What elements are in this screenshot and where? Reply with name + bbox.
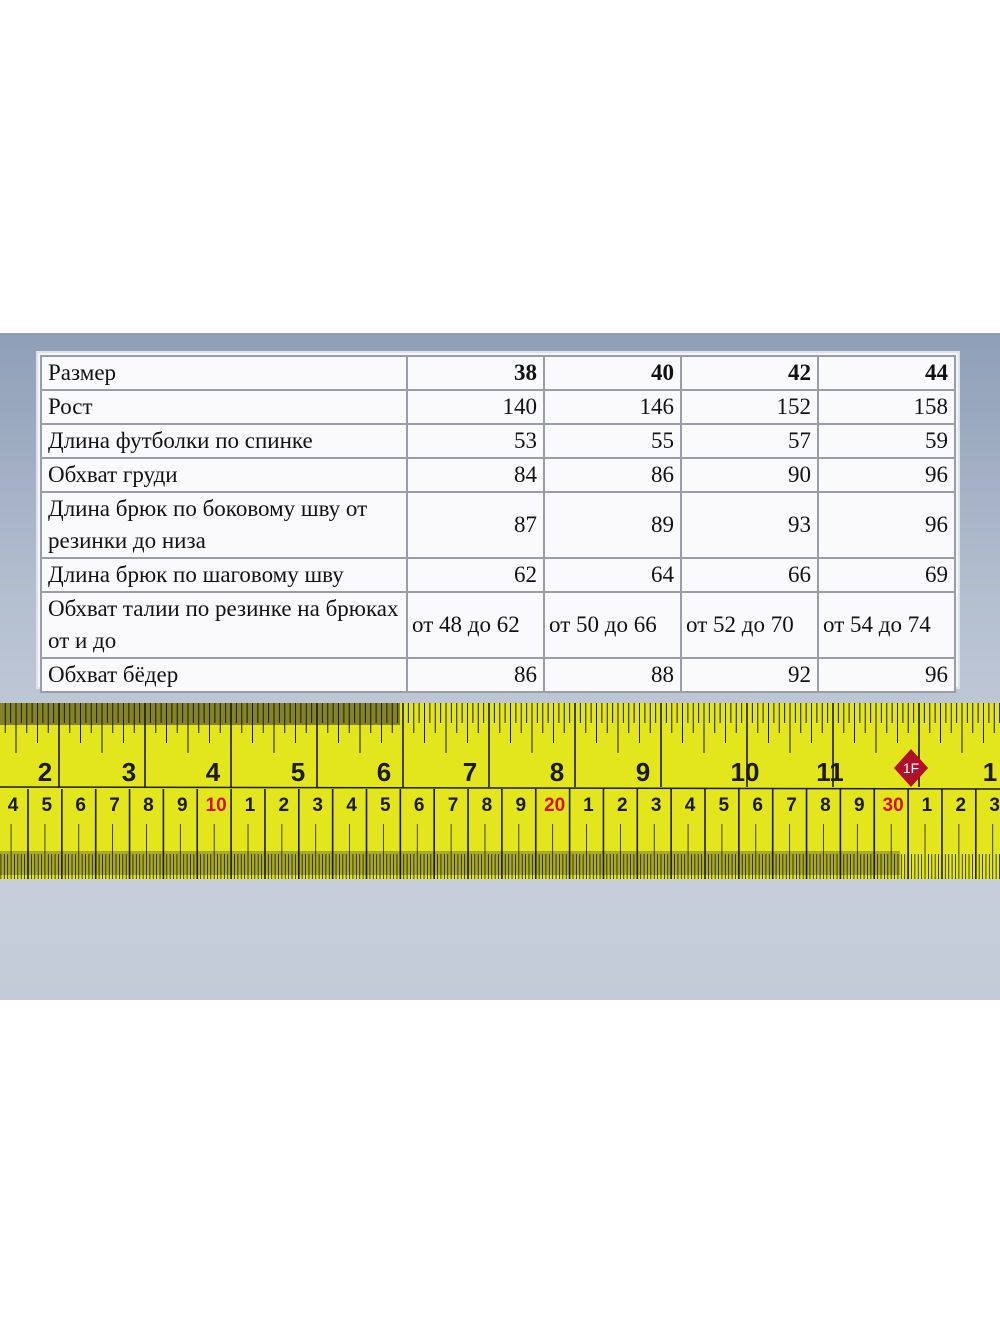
row-label: Длина футболки по спинке (40, 423, 408, 459)
cm-label: 9 (854, 795, 865, 816)
cm-label: 9 (177, 795, 188, 816)
cm-label: 1 (922, 795, 933, 816)
inch-label: 10 (731, 757, 760, 787)
inch-label: 2 (38, 757, 52, 787)
cm-label: 5 (42, 795, 53, 816)
row-label: Обхват груди (40, 457, 408, 493)
cm-label: 30 (883, 795, 904, 816)
foot-marker-label: 1F (903, 760, 919, 776)
table-row: Длина брюк по шаговому шву 62 64 66 69 (40, 557, 956, 593)
table-row: Длина брюк по боковому шву от резинки до… (40, 491, 956, 559)
cm-label: 3 (989, 795, 1000, 816)
row-value: от 50 до 66 (543, 591, 682, 659)
row-value: 96 (817, 457, 956, 493)
cm-label: 8 (820, 795, 831, 816)
cm-label: 10 (206, 795, 227, 816)
row-value: 158 (817, 389, 956, 425)
cm-label: 1 (245, 795, 256, 816)
inch-label: 5 (291, 757, 305, 787)
table-row: Рост 140 146 152 158 (40, 389, 956, 425)
cm-label: 3 (651, 795, 662, 816)
row-value: 59 (817, 423, 956, 459)
row-value: 62 (406, 557, 545, 593)
row-value: 55 (543, 423, 682, 459)
row-value: 146 (543, 389, 682, 425)
cm-label: 8 (482, 795, 493, 816)
row-value: 86 (543, 457, 682, 493)
table-row: Обхват талии по резинке на брюках от и д… (40, 591, 956, 659)
cm-label: 4 (685, 795, 696, 816)
inch-label: 11 (816, 757, 844, 787)
row-value: 64 (543, 557, 682, 593)
tape-divider (0, 786, 1000, 790)
foot-marker-icon (894, 749, 928, 787)
row-value: 69 (817, 557, 956, 593)
row-value: от 48 до 62 (406, 591, 545, 659)
size-header: 44 (817, 355, 956, 391)
inch-label: 7 (463, 757, 477, 787)
cm-label: 7 (448, 795, 459, 816)
table-header-row: Размер 38 40 42 44 (40, 355, 956, 391)
row-value: 93 (680, 491, 819, 559)
inch-label: 8 (550, 757, 564, 787)
cm-label: 6 (752, 795, 763, 816)
cm-label: 8 (143, 795, 154, 816)
cm-label: 2 (956, 795, 967, 816)
row-value: 84 (406, 457, 545, 493)
row-label: Длина брюк по боковому шву от резинки до… (40, 491, 408, 559)
cm-label: 6 (414, 795, 425, 816)
inch-label: 3 (122, 757, 136, 787)
row-value: 86 (406, 657, 545, 693)
row-value: от 52 до 70 (680, 591, 819, 659)
row-value: 88 (543, 657, 682, 693)
cm-label: 4 (346, 795, 357, 816)
inch-label: 9 (636, 757, 650, 787)
row-value: 66 (680, 557, 819, 593)
cm-label: 3 (312, 795, 323, 816)
row-value: 92 (680, 657, 819, 693)
row-value: 53 (406, 423, 545, 459)
row-label: Длина брюк по шаговому шву (40, 557, 408, 593)
row-value: 90 (680, 457, 819, 493)
row-value: от 54 до 74 (817, 591, 956, 659)
table-row: Обхват бёдер 86 88 92 96 (40, 657, 956, 693)
cm-label: 7 (109, 795, 120, 816)
cm-label: 5 (380, 795, 391, 816)
cm-label: 7 (786, 795, 797, 816)
cm-label: 9 (515, 795, 526, 816)
table-row: Обхват груди 84 86 90 96 (40, 457, 956, 493)
row-value: 96 (817, 657, 956, 693)
header-label: Размер (40, 355, 408, 391)
size-header: 40 (543, 355, 682, 391)
cm-label: 4 (8, 795, 19, 816)
row-value: 87 (406, 491, 545, 559)
row-value: 140 (406, 389, 545, 425)
inch-label: 4 (206, 757, 221, 787)
row-label: Рост (40, 389, 408, 425)
row-label: Обхват талии по резинке на брюках от и д… (40, 591, 408, 659)
row-value: 89 (543, 491, 682, 559)
table-row: Длина футболки по спинке 53 55 57 59 (40, 423, 956, 459)
row-value: 152 (680, 389, 819, 425)
cm-label: 1 (583, 795, 594, 816)
row-value: 96 (817, 491, 956, 559)
inch-label: 1 (983, 757, 997, 787)
cm-label: 2 (279, 795, 290, 816)
cm-label: 20 (544, 795, 565, 816)
cm-label: 2 (617, 795, 628, 816)
size-header: 38 (406, 355, 545, 391)
row-value: 57 (680, 423, 819, 459)
row-label: Обхват бёдер (40, 657, 408, 693)
cm-label: 6 (75, 795, 86, 816)
tape-dark-band (0, 703, 400, 725)
size-table: Размер 38 40 42 44 Рост 140 146 152 158 Длина… (40, 355, 956, 693)
size-header: 42 (680, 355, 819, 391)
size-chart: Размер 38 40 42 44 Рост 140 146 152 158 Длина… (36, 351, 960, 693)
tape-dark-band (0, 851, 900, 875)
inch-label: 6 (377, 757, 391, 787)
cm-label: 5 (719, 795, 730, 816)
